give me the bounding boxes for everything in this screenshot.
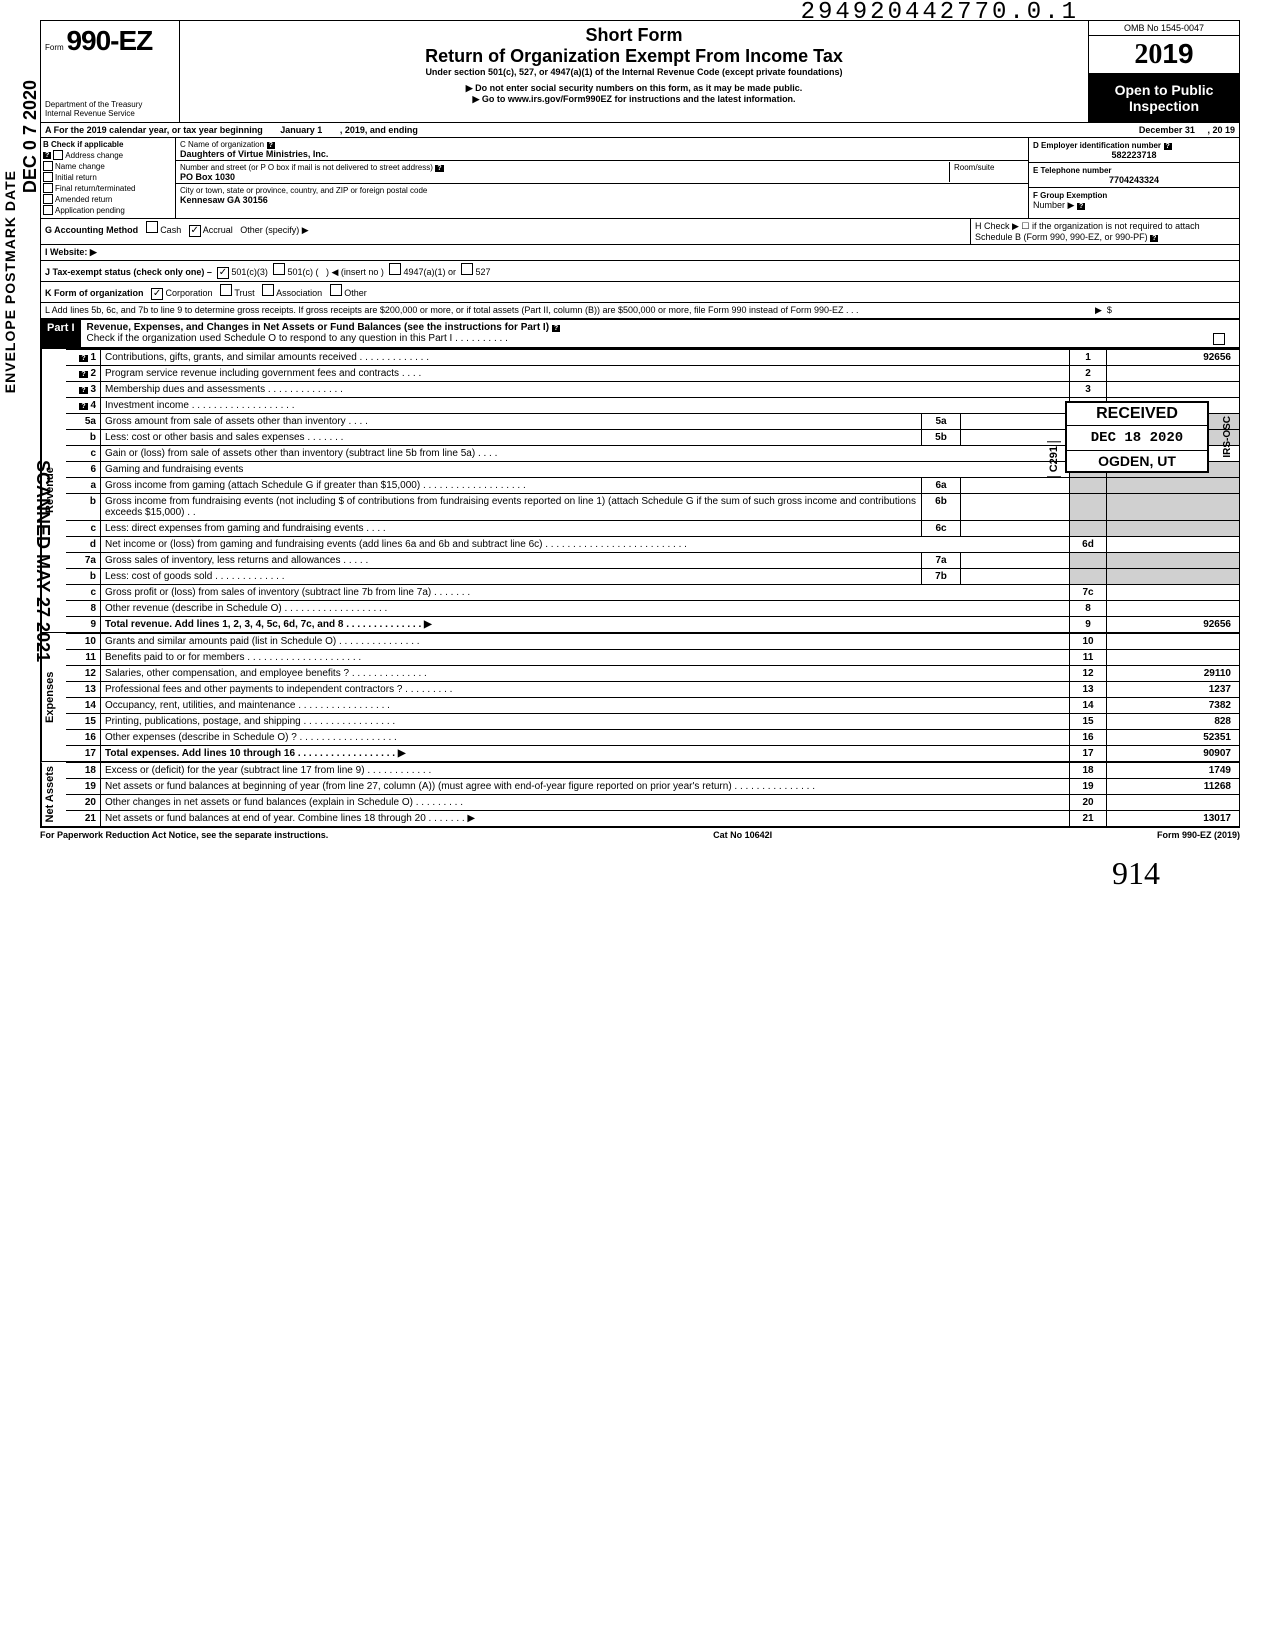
checkbox-association[interactable]	[262, 284, 274, 296]
part-i-header: Part I Revenue, Expenses, and Changes in…	[41, 319, 1239, 348]
open-public-badge: Open to Public Inspection	[1089, 74, 1239, 122]
revenue-lines: ? 1Contributions, gifts, grants, and sim…	[66, 349, 1239, 632]
help-icon[interactable]: ?	[1077, 203, 1085, 210]
checkbox-name-change[interactable]	[43, 161, 53, 171]
form-prefix: Form	[45, 43, 64, 52]
checkbox-501c[interactable]	[273, 263, 285, 275]
checkbox-accrual[interactable]: ✓	[189, 225, 201, 237]
expenses-lines: 10Grants and similar amounts paid (list …	[66, 633, 1239, 761]
title-sub: Under section 501(c), 527, or 4947(a)(1)…	[188, 67, 1080, 77]
help-icon[interactable]: ?	[435, 165, 443, 172]
org-city: Kennesaw GA 30156	[180, 195, 268, 205]
checkbox-address-change[interactable]	[53, 150, 63, 160]
checkbox-trust[interactable]	[220, 284, 232, 296]
envelope-postmark-stamp: ENVELOPE POSTMARK DATE	[2, 170, 18, 393]
line-l: L Add lines 5b, 6c, and 7b to line 9 to …	[45, 305, 1095, 316]
tax-year: 20201919	[1089, 36, 1239, 74]
warn-ssn: ▶ Do not enter social security numbers o…	[188, 83, 1080, 94]
document-number: 294920442770.0.1	[801, 0, 1079, 26]
omb-number: OMB No 1545-0047	[1089, 21, 1239, 36]
checkbox-cash[interactable]	[146, 221, 158, 233]
checkbox-final-return[interactable]	[43, 183, 53, 193]
checkbox-initial-return[interactable]	[43, 172, 53, 182]
form-header: Form 990-EZ Department of the Treasury I…	[41, 21, 1239, 123]
revenue-side-label: Revenue	[41, 349, 66, 632]
line-a: A For the 2019 calendar year, or tax yea…	[41, 123, 1239, 138]
line-h: H Check ▶ ☐ if the organization is not r…	[975, 221, 1200, 242]
phone-value: 7704243324	[1033, 175, 1235, 185]
help-icon[interactable]: ?	[1164, 143, 1172, 150]
org-address: PO Box 1030	[180, 172, 235, 182]
received-stamp: RECEIVED DEC 18 2020 OGDEN, UT	[1065, 401, 1209, 473]
net-assets-lines: 18Excess or (deficit) for the year (subt…	[66, 762, 1239, 826]
checkbox-amended-return[interactable]	[43, 194, 53, 204]
warn-url: ▶ Go to www.irs.gov/Form990EZ for instru…	[188, 94, 1080, 105]
line-i-website: I Website: ▶	[45, 247, 97, 257]
form-code: 990-EZ	[66, 25, 152, 56]
handwritten-note: 914	[1112, 855, 1160, 892]
checkbox-application-pending[interactable]	[43, 205, 53, 215]
checkbox-other[interactable]	[330, 284, 342, 296]
dept-treasury: Department of the Treasury	[45, 100, 175, 109]
org-name: Daughters of Virtue Ministries, Inc.	[180, 149, 328, 159]
help-icon[interactable]: ?	[267, 142, 275, 149]
form-990ez: 294920442770.0.1 Form 990-EZ Department …	[40, 20, 1240, 828]
ein-value: 582223718	[1033, 150, 1235, 160]
help-icon[interactable]: ?	[43, 152, 51, 159]
entity-block: B Check if applicable ?Address change Na…	[41, 138, 1239, 219]
checkbox-schedule-o[interactable]	[1213, 333, 1225, 345]
title-main: Return of Organization Exempt From Incom…	[188, 46, 1080, 67]
form-footer: For Paperwork Reduction Act Notice, see …	[40, 828, 1240, 842]
help-icon[interactable]: ?	[1150, 235, 1158, 242]
checkbox-501c3[interactable]: ✓	[217, 267, 229, 279]
postmark-date-stamp: DEC 0 7 2020	[20, 80, 41, 193]
section-b-checkboxes: B Check if applicable ?Address change Na…	[41, 138, 176, 218]
dept-irs: Internal Revenue Service	[45, 109, 175, 118]
title-short: Short Form	[188, 25, 1080, 46]
c291-stamp: C291	[1047, 441, 1061, 477]
checkbox-corporation[interactable]: ✓	[151, 288, 163, 300]
expenses-side-label: Expenses	[41, 633, 66, 761]
net-assets-side-label: Net Assets	[41, 762, 66, 826]
checkbox-4947[interactable]	[389, 263, 401, 275]
irs-osc-stamp: IRS-OSC	[1222, 416, 1233, 458]
help-icon[interactable]: ?	[552, 325, 560, 332]
checkbox-527[interactable]	[461, 263, 473, 275]
